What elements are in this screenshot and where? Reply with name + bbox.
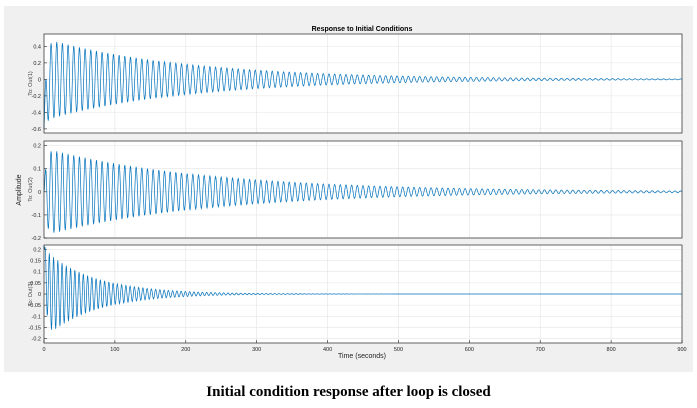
x-tick-label: 200 xyxy=(181,347,190,353)
plot-frame xyxy=(43,33,683,134)
y-tick-label: 0.15 xyxy=(30,259,41,265)
y-tick-label: 0.2 xyxy=(33,61,41,67)
plot-area xyxy=(44,141,682,238)
x-tick-label: 300 xyxy=(252,347,261,353)
x-tick-label: 800 xyxy=(607,347,616,353)
y-tick-label: 0.1 xyxy=(33,270,41,276)
response-line xyxy=(43,41,683,129)
y-tick-label: -0.05 xyxy=(28,303,41,309)
subplot-3: 0.2 0.15 0.1 0.05 0 -0.05 -0.1 -0.15 -0.2 To: Out… xyxy=(28,244,683,344)
y-tick-label: -0.15 xyxy=(28,325,41,331)
y-tick-label: -0.1 xyxy=(32,314,41,320)
y-tick-label: -0.1 xyxy=(32,213,41,219)
y-tick-label: -0.2 xyxy=(32,94,41,100)
y-tick-label: -0.2 xyxy=(32,236,41,242)
x-tick-label: 0 xyxy=(42,347,45,353)
y-tick-label: 0 xyxy=(38,292,41,298)
response-line xyxy=(43,151,683,233)
subplot-y-label: To: Out(3) xyxy=(28,282,34,307)
response-line xyxy=(43,244,682,330)
y-tick-label: 0.2 xyxy=(33,247,41,253)
chart-title: Response to Initial Conditions xyxy=(312,26,413,33)
x-tick-label: 400 xyxy=(323,347,332,353)
subplot-1: 0.4 0.2 0 -0.2 -0.4 -0.6 To: Out(1) xyxy=(28,33,683,134)
x-axis-label: Time (seconds) xyxy=(338,353,386,360)
x-tick-label: 700 xyxy=(536,347,545,353)
subplot-y-label: To: Out(1) xyxy=(28,71,34,96)
figure-caption: Initial condition response after loop is… xyxy=(206,384,491,400)
x-tick-label: 500 xyxy=(394,347,403,353)
x-tick-label: 100 xyxy=(110,347,119,353)
y-tick-label: -0.4 xyxy=(32,110,41,116)
y-tick-label: 0.1 xyxy=(33,167,41,173)
plot-frame xyxy=(43,244,683,344)
y-tick-label: 0 xyxy=(38,190,41,196)
plot-frame xyxy=(43,140,683,239)
y-tick-label: -0.6 xyxy=(32,127,41,133)
y-axis-label: Amplitude xyxy=(16,174,23,205)
y-tick-label: 0 xyxy=(38,77,41,83)
x-tick-label: 600 xyxy=(465,347,474,353)
y-tick-label: -0.2 xyxy=(32,337,41,343)
y-tick-label: 0.2 xyxy=(33,144,41,150)
plot-area xyxy=(44,34,682,133)
y-tick-label: 0.4 xyxy=(33,44,41,50)
y-tick-label: 0.05 xyxy=(30,281,41,287)
x-tick-label: 900 xyxy=(677,347,686,353)
subplot-y-label: To: Out(2) xyxy=(28,177,34,202)
subplot-2: 0.2 0.1 0 -0.1 -0.2 To: Out(2) xyxy=(28,140,683,242)
